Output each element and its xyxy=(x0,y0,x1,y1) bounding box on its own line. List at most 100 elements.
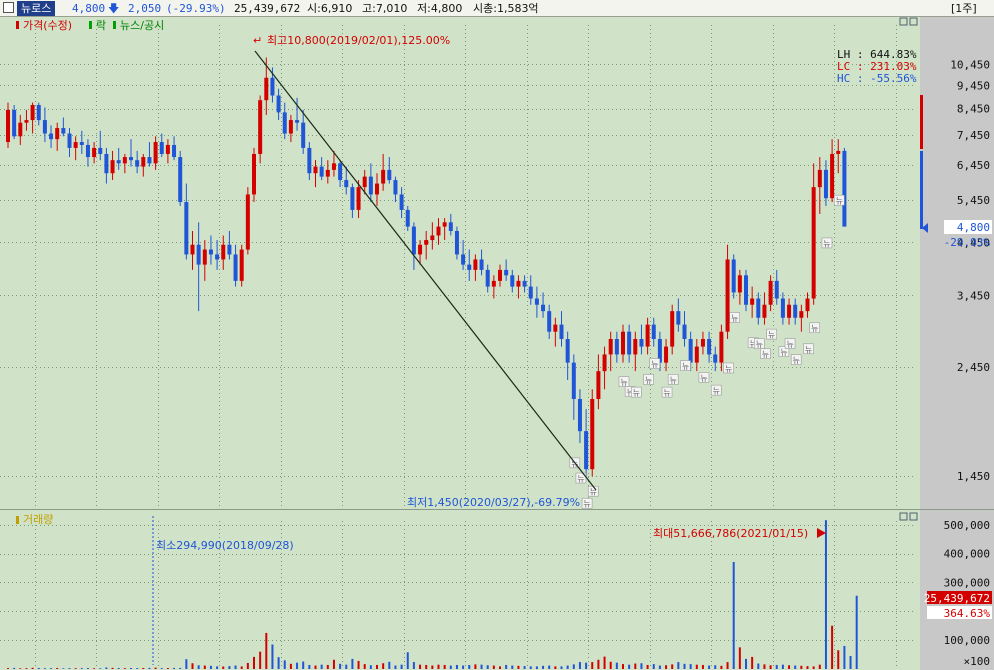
candle-body xyxy=(215,254,220,260)
candle-body xyxy=(547,311,552,332)
volume-bar xyxy=(788,665,791,669)
news-marker-icon[interactable] xyxy=(667,374,679,385)
volume-bar xyxy=(363,664,366,669)
volume-bar xyxy=(185,659,188,669)
news-marker-glyph: 뉴 xyxy=(756,340,763,349)
news-marker-icon[interactable] xyxy=(723,362,734,374)
period-selector[interactable]: [1주] xyxy=(951,2,977,15)
candle-body xyxy=(768,280,773,305)
price-tick-label: 10,450 xyxy=(950,58,990,71)
news-marker-icon[interactable] xyxy=(778,346,790,357)
news-marker-icon[interactable] xyxy=(821,237,833,249)
news-marker-glyph: 뉴 xyxy=(620,378,627,387)
volume-bar xyxy=(677,662,680,669)
volume-bar xyxy=(388,661,391,669)
candle-body xyxy=(448,222,453,231)
volume-panel-maximize-icon[interactable] xyxy=(909,512,918,521)
news-marker-glyph: 뉴 xyxy=(682,362,689,371)
news-marker-icon[interactable] xyxy=(760,348,771,359)
current-price-axis: 4,800 xyxy=(957,221,990,234)
volume-bar xyxy=(462,665,465,669)
news-marker-glyph: 뉴 xyxy=(571,459,578,468)
news-marker-icon[interactable] xyxy=(784,338,796,349)
volume-bar xyxy=(818,664,821,669)
candle-body xyxy=(30,104,35,121)
volume-bar xyxy=(726,662,729,669)
volume-tick-label: 400,000 xyxy=(944,548,990,561)
news-marker-icon[interactable] xyxy=(753,338,765,349)
current-volume-box xyxy=(927,591,992,604)
volume-bar xyxy=(634,663,637,669)
candle-body xyxy=(104,153,109,174)
news-marker-icon[interactable] xyxy=(618,376,630,387)
news-marker-icon[interactable] xyxy=(766,328,777,340)
candle-body xyxy=(159,142,164,154)
price-panel-maximize-icon[interactable] xyxy=(909,17,918,26)
candle-body xyxy=(633,338,638,355)
trend-line[interactable] xyxy=(254,50,597,491)
candle-body xyxy=(627,331,632,355)
change-percent: (-29.93%) xyxy=(166,2,226,15)
volume-bar xyxy=(259,651,262,669)
volume-bar xyxy=(806,666,809,669)
volume-bar xyxy=(148,667,151,669)
candle-body xyxy=(454,230,459,255)
news-marker-icon[interactable] xyxy=(630,386,642,398)
news-marker-icon[interactable] xyxy=(575,472,587,484)
news-marker-icon[interactable] xyxy=(729,312,741,323)
hc-stat: HC : -55.56% xyxy=(837,72,917,85)
volume-bar xyxy=(253,656,255,669)
candle-body xyxy=(325,169,330,177)
news-marker-icon[interactable] xyxy=(643,374,654,385)
high-price: 고:7,010 xyxy=(362,2,408,15)
volume-bar xyxy=(314,665,317,669)
news-marker-icon[interactable] xyxy=(833,194,845,206)
news-marker-icon[interactable] xyxy=(710,384,722,396)
candle-body xyxy=(744,275,748,305)
news-marker-icon[interactable] xyxy=(790,354,802,365)
stock-name[interactable]: 뉴로스 xyxy=(17,1,56,16)
select-checkbox[interactable] xyxy=(3,2,14,13)
candle-body xyxy=(42,120,47,134)
volume-bar xyxy=(732,561,735,669)
volume-bar xyxy=(191,663,194,669)
volume-bar xyxy=(511,665,514,669)
price-panel-minimize-icon[interactable] xyxy=(899,17,908,26)
volume-bar xyxy=(523,666,526,669)
candle-body xyxy=(504,269,509,276)
volume-bar xyxy=(658,665,661,669)
candle-body xyxy=(559,324,564,339)
news-marker-icon[interactable] xyxy=(581,497,593,509)
news-marker-icon[interactable] xyxy=(661,386,673,398)
candle-body xyxy=(571,362,576,399)
candle-body xyxy=(49,133,54,140)
candle-body xyxy=(590,398,595,470)
legend-price: 가격(수정) xyxy=(23,19,72,32)
volume-bar xyxy=(19,668,22,669)
current-change-axis: -29.93% xyxy=(944,236,991,249)
news-marker-icon[interactable] xyxy=(809,322,820,334)
volume-bar xyxy=(529,666,532,669)
volume-bar xyxy=(400,664,403,669)
price-tick-label: 7,450 xyxy=(957,129,990,142)
volume-panel-minimize-icon[interactable] xyxy=(899,512,908,521)
news-marker-icon[interactable] xyxy=(649,358,661,369)
volume-bar xyxy=(831,625,834,669)
volume-bar xyxy=(535,666,538,669)
news-marker-icon[interactable] xyxy=(680,360,691,371)
news-marker-glyph: 뉴 xyxy=(651,360,658,369)
volume-bar xyxy=(646,664,649,669)
volume-bar xyxy=(695,664,698,669)
candle-body xyxy=(442,222,447,227)
news-marker-glyph: 뉴 xyxy=(823,239,830,248)
candle-body xyxy=(528,286,533,299)
news-marker-icon[interactable] xyxy=(698,372,710,383)
stock-chart[interactable]: 가격(수정) 락 뉴스/공시 LH : 644.83% LC : 231.03%… xyxy=(0,17,994,670)
news-marker-icon[interactable] xyxy=(803,343,814,355)
volume-bar xyxy=(74,668,77,669)
news-marker-glyph: 뉴 xyxy=(700,374,707,383)
candle-body xyxy=(577,398,582,432)
volume-bar xyxy=(578,662,581,669)
candle-body xyxy=(750,298,755,305)
candle-body xyxy=(700,338,705,347)
